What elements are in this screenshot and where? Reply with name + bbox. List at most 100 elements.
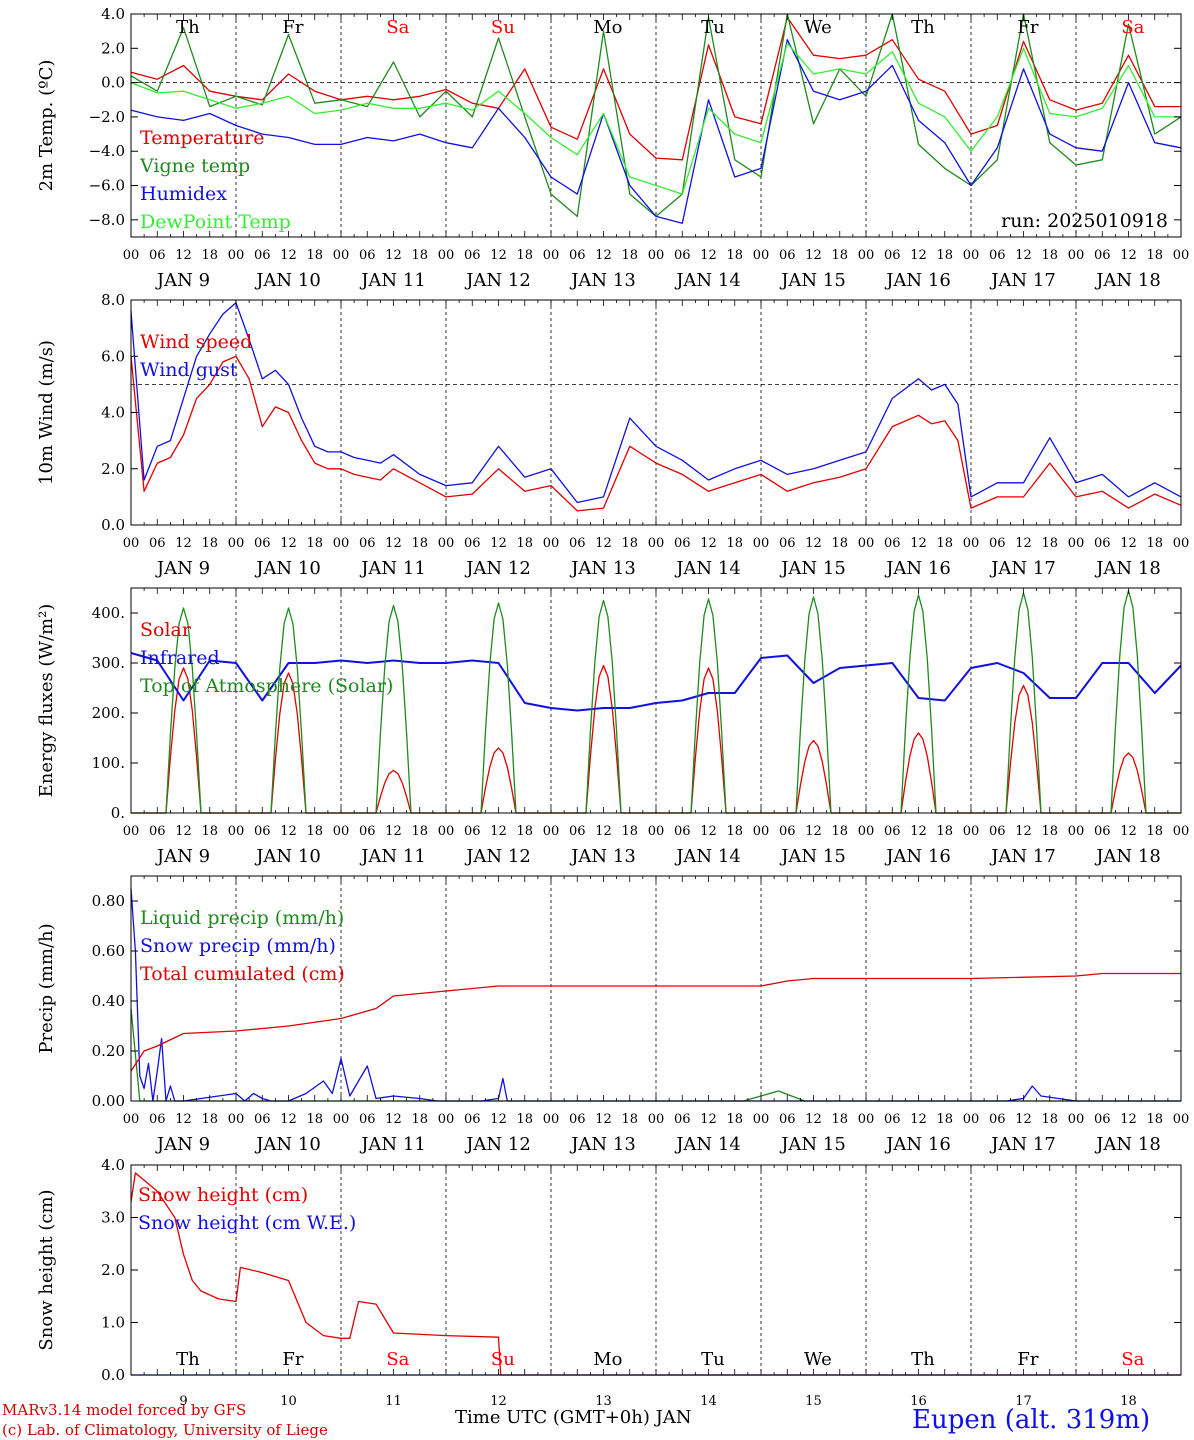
hour-label: 00	[543, 536, 560, 551]
hour-label: 06	[989, 536, 1006, 551]
day-label: JAN 13	[569, 1134, 636, 1155]
hour-label: 06	[884, 248, 901, 263]
hour-label: 00	[333, 1112, 350, 1127]
hour-label: 00	[438, 1112, 455, 1127]
hour-label: 06	[779, 536, 796, 551]
hour-label: 00	[123, 536, 140, 551]
day-number-label: 10	[280, 1394, 297, 1409]
day-label: JAN 17	[989, 558, 1056, 579]
y-tick-label: 2.0	[101, 460, 125, 478]
hour-label: 12	[595, 1112, 612, 1127]
hour-label: 18	[726, 248, 743, 263]
hour-label: 18	[306, 248, 323, 263]
y-axis-label: Energy fluxes (W/m²)	[36, 604, 57, 798]
day-label: JAN 9	[155, 846, 210, 867]
y-tick-label: 0.80	[92, 892, 125, 910]
hour-label: 00	[438, 824, 455, 839]
hour-label: 18	[621, 248, 638, 263]
weekday-label: Fr	[282, 17, 303, 38]
day-label: JAN 13	[569, 270, 636, 291]
legend-entry-2: Infrared	[140, 647, 220, 669]
y-tick-label: 100.	[92, 754, 125, 772]
hour-label: 00	[123, 248, 140, 263]
day-label: JAN 15	[779, 270, 846, 291]
hour-label: 00	[753, 824, 770, 839]
hour-label: 12	[1120, 536, 1137, 551]
panel-3: 0. 100. 200. 300. 400. Energy fluxes (W/m²) So…	[36, 587, 1189, 867]
hour-label: 00	[648, 1112, 665, 1127]
y-tick-label: 0.20	[92, 1042, 125, 1060]
day-label: JAN 12	[464, 558, 531, 579]
hour-label: 06	[569, 536, 586, 551]
hour-label: 06	[674, 248, 691, 263]
run-annotation: run: 2025010918	[1001, 210, 1168, 232]
hour-label: 06	[149, 1112, 166, 1127]
hour-label: 12	[1120, 824, 1137, 839]
hour-label: 00	[123, 824, 140, 839]
hour-label: 06	[359, 248, 376, 263]
y-tick-label: 0.	[111, 804, 125, 822]
weekday-label: Fr	[1017, 1349, 1038, 1370]
hour-label: 12	[490, 536, 507, 551]
hour-label: 00	[963, 536, 980, 551]
hour-label: 12	[175, 248, 192, 263]
hour-label: 18	[306, 824, 323, 839]
hour-label: 00	[753, 536, 770, 551]
hour-label: 12	[700, 536, 717, 551]
hour-label: 06	[359, 1112, 376, 1127]
hour-label: 00	[858, 248, 875, 263]
day-number-label: 14	[700, 1394, 717, 1409]
weekday-label: Sa	[1121, 17, 1144, 38]
hour-label: 06	[569, 824, 586, 839]
hour-label: 06	[149, 536, 166, 551]
footer-credit-line: (c) Lab. of Climatology, University of L…	[2, 1421, 328, 1439]
hour-label: 00	[228, 1112, 245, 1127]
hour-label: 18	[831, 824, 848, 839]
y-axis-label: 10m Wind (m/s)	[36, 340, 57, 485]
day-label: JAN 9	[155, 558, 210, 579]
hour-label: 12	[175, 1112, 192, 1127]
hour-label: 12	[1120, 248, 1137, 263]
hour-label: 12	[805, 1112, 822, 1127]
hour-label: 06	[254, 824, 271, 839]
hour-label: 18	[201, 824, 218, 839]
hour-label: 18	[831, 536, 848, 551]
hour-label: 06	[674, 1112, 691, 1127]
hour-label: 12	[280, 824, 297, 839]
hour-label: 12	[385, 248, 402, 263]
hour-label: 06	[1094, 824, 1111, 839]
hour-label: 12	[595, 824, 612, 839]
weekday-label: Mo	[593, 17, 622, 38]
day-label: JAN 14	[674, 1134, 741, 1155]
y-tick-label: 2.0	[101, 1261, 125, 1279]
hour-label: 18	[1146, 536, 1163, 551]
weekday-label: Th	[911, 17, 935, 38]
hour-label: 12	[700, 824, 717, 839]
y-tick-label: 200.	[92, 704, 125, 722]
y-tick-label: −2.0	[89, 108, 125, 126]
hour-label: 12	[385, 824, 402, 839]
hour-label: 06	[779, 248, 796, 263]
hour-label: 12	[700, 1112, 717, 1127]
y-tick-label: 4.0	[101, 1156, 125, 1174]
day-number-label: 15	[805, 1394, 822, 1409]
weekday-label: We	[804, 17, 832, 38]
hour-label: 00	[963, 248, 980, 263]
series-line-1	[130, 1172, 1181, 1376]
hour-label: 12	[175, 824, 192, 839]
day-number-label: 9	[179, 1394, 187, 1409]
hour-label: 06	[569, 248, 586, 263]
hour-label: 00	[123, 1112, 140, 1127]
hour-label: 00	[228, 248, 245, 263]
hour-label: 18	[516, 1112, 533, 1127]
series-line-1	[130, 355, 1182, 512]
station-label: Eupen (alt. 319m)	[912, 1405, 1150, 1435]
hour-label: 06	[254, 248, 271, 263]
legend-entry-2: Vigne temp	[139, 155, 250, 177]
hour-label: 12	[910, 1112, 927, 1127]
day-label: JAN 15	[779, 846, 846, 867]
hour-label: 18	[201, 248, 218, 263]
day-label: JAN 17	[989, 270, 1056, 291]
hour-label: 18	[411, 1112, 428, 1127]
weekday-label: Sa	[1121, 1349, 1144, 1370]
